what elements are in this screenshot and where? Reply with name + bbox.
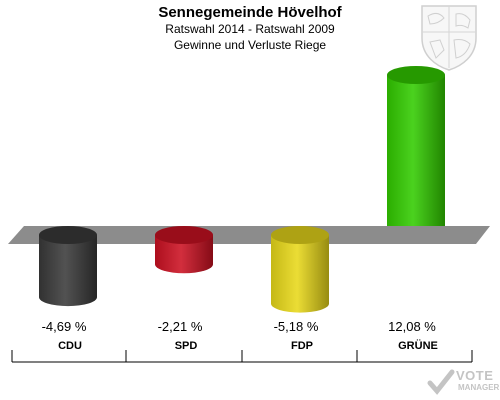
category-label-grüne: GRÜNE [398,339,438,352]
bar-spd [155,226,213,274]
zero-baseline-plane [8,226,490,244]
value-label-fdp: -5,18 % [274,319,319,334]
value-label-cdu: -4,69 % [42,319,87,334]
category-label-spd: SPD [175,340,198,352]
category-label-fdp: FDP [291,340,313,352]
chart-caption: Gewinne und Verluste Riege [173,38,327,52]
chart-subtitle: Ratswahl 2014 - Ratswahl 2009 [165,22,335,36]
chart-title: Sennegemeinde Hövelhof [158,4,342,21]
bar-grüne [387,66,445,244]
category-label-cdu: CDU [58,340,82,352]
bar-fdp [271,226,329,313]
vote-manager-logo: VOTE MANAGER [426,366,500,398]
category-axis [11,350,473,363]
value-label-spd: -2,21 % [158,319,203,334]
coat-of-arms-icon [421,5,477,71]
value-label-grüne: 12,08 % [388,319,436,334]
bar-cdu [39,226,97,307]
